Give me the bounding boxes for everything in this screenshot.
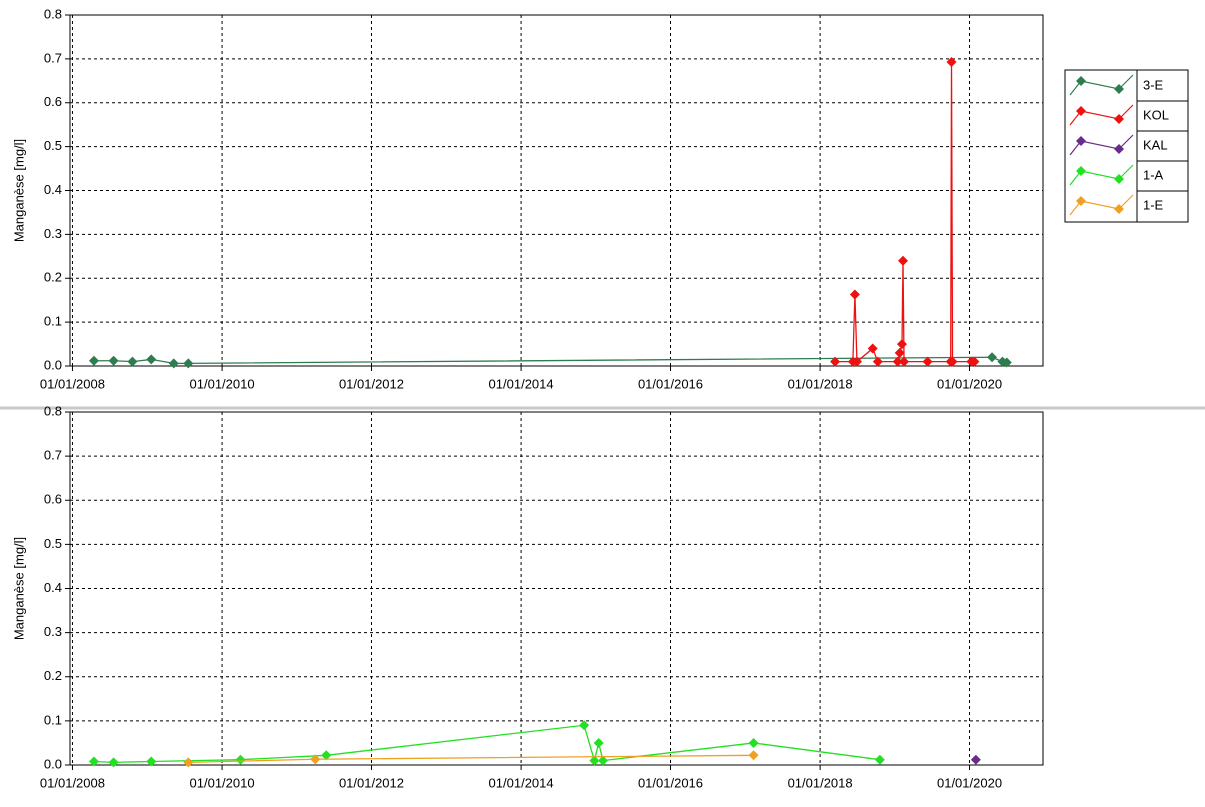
- legend-symbol: [1114, 174, 1124, 184]
- data-point: [146, 756, 157, 767]
- y-tick-label: 0.0: [44, 357, 62, 372]
- data-point: [589, 755, 600, 766]
- data-point: [922, 356, 933, 367]
- data-point: [874, 754, 885, 765]
- data-point: [851, 356, 862, 367]
- legend-symbol-line: [1069, 134, 1134, 156]
- x-tick-label: 01/01/2014: [489, 376, 554, 391]
- data-point: [748, 750, 759, 761]
- y-tick-label: 0.7: [44, 448, 62, 463]
- y-axis-label: Manganèse [mg/l]: [11, 537, 26, 640]
- legend-symbol: [1076, 76, 1086, 86]
- legend-symbol-line: [1069, 104, 1134, 126]
- legend-symbol: [1114, 204, 1124, 214]
- y-tick-label: 0.6: [44, 94, 62, 109]
- y-tick-label: 0.8: [44, 403, 62, 418]
- x-tick-label: 01/01/2018: [788, 376, 853, 391]
- x-tick-label: 01/01/2010: [190, 376, 255, 391]
- data-point: [1001, 357, 1012, 368]
- legend: 3-E KOL KAL 1-A 1-E: [1064, 69, 1189, 223]
- y-tick-label: 0.8: [44, 6, 62, 21]
- data-point: [127, 356, 138, 367]
- data-point: [108, 757, 119, 768]
- legend-label: 1-E: [1143, 197, 1164, 212]
- data-point: [970, 754, 981, 765]
- y-tick-label: 0.5: [44, 138, 62, 153]
- y-tick-label: 0.7: [44, 50, 62, 65]
- data-point: [899, 356, 910, 367]
- data-point: [896, 339, 907, 350]
- data-point: [597, 755, 608, 766]
- legend-symbol: [1076, 166, 1086, 176]
- y-tick-label: 0.4: [44, 182, 62, 197]
- legend-symbol: [1114, 84, 1124, 94]
- data-point: [235, 754, 246, 765]
- x-tick-label: 01/01/2020: [937, 775, 1002, 790]
- legend-symbol-line: [1069, 194, 1134, 216]
- legend-symbol: [1114, 144, 1124, 154]
- data-point: [946, 56, 957, 67]
- data-point: [894, 347, 905, 358]
- data-point: [892, 356, 903, 367]
- legend-label: 3-E: [1143, 77, 1164, 92]
- chart: 0.0 0.1 0.2 0.3 0.4 0.5 0.6 0.7 0.8 01/01/2008 01/…: [11, 6, 1044, 391]
- x-tick-label: 01/01/2018: [788, 775, 853, 790]
- data-point: [183, 757, 194, 768]
- y-tick-label: 0.3: [44, 226, 62, 241]
- data-point: [88, 756, 99, 767]
- data-point: [830, 356, 841, 367]
- y-tick-label: 0.5: [44, 536, 62, 551]
- x-tick-label: 01/01/2008: [40, 775, 105, 790]
- data-point: [108, 355, 119, 366]
- legend-label: KAL: [1143, 137, 1168, 152]
- legend-label: KOL: [1143, 107, 1169, 122]
- data-point: [748, 737, 759, 748]
- legend-symbol: [1076, 136, 1086, 146]
- data-point: [849, 289, 860, 300]
- legend-label: 1-A: [1143, 167, 1164, 182]
- legend-symbol: [1076, 106, 1086, 116]
- legend-symbol-line: [1069, 74, 1134, 96]
- legend-symbol: [1114, 114, 1124, 124]
- x-tick-label: 01/01/2020: [937, 376, 1002, 391]
- chart: 0.0 0.1 0.2 0.3 0.4 0.5 0.6 0.7 0.8 01/01/2008 01/…: [11, 403, 1044, 790]
- x-tick-label: 01/01/2012: [339, 775, 404, 790]
- y-tick-label: 0.6: [44, 492, 62, 507]
- y-tick-label: 0.1: [44, 314, 62, 329]
- data-point: [872, 356, 883, 367]
- x-tick-label: 01/01/2016: [638, 775, 703, 790]
- x-tick-label: 01/01/2014: [489, 775, 554, 790]
- data-point: [321, 750, 332, 761]
- plot-border: [69, 14, 1044, 367]
- y-tick-label: 0.1: [44, 712, 62, 727]
- data-point: [593, 737, 604, 748]
- data-point: [88, 355, 99, 366]
- y-axis-label: Manganèse [mg/l]: [11, 139, 26, 242]
- y-tick-label: 0.2: [44, 270, 62, 285]
- data-point: [969, 356, 980, 367]
- y-tick-label: 0.0: [44, 756, 62, 771]
- x-tick-label: 01/01/2016: [638, 376, 703, 391]
- y-tick-label: 0.4: [44, 580, 62, 595]
- data-point: [183, 358, 194, 369]
- data-point: [168, 358, 179, 369]
- data-point: [310, 754, 321, 765]
- data-point: [987, 352, 998, 363]
- x-tick-label: 01/01/2008: [40, 376, 105, 391]
- data-point: [867, 343, 878, 354]
- legend-symbol: [1076, 196, 1086, 206]
- data-point: [146, 354, 157, 365]
- legend-symbol-line: [1069, 164, 1134, 186]
- x-tick-label: 01/01/2012: [339, 376, 404, 391]
- plot-border: [69, 411, 1044, 766]
- data-point: [898, 255, 909, 266]
- x-tick-label: 01/01/2010: [190, 775, 255, 790]
- y-tick-label: 0.3: [44, 624, 62, 639]
- y-tick-label: 0.2: [44, 668, 62, 683]
- data-point: [579, 720, 590, 731]
- legend-box: [1064, 69, 1189, 223]
- data-point: [947, 356, 958, 367]
